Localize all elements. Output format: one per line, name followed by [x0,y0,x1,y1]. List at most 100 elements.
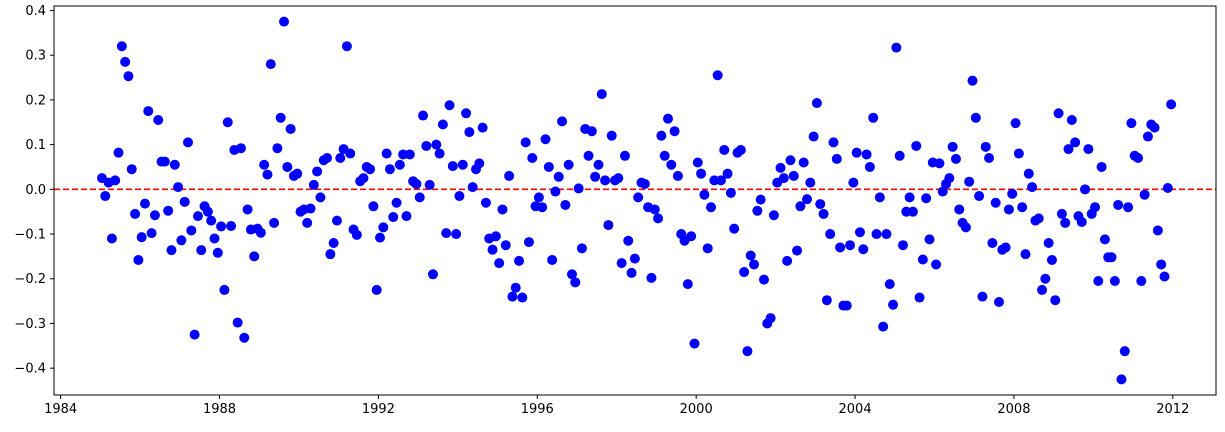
data-point [1023,168,1034,179]
data-point [384,164,395,175]
x-tick-label: 1996 [521,402,554,417]
data-point [616,258,627,269]
data-point [749,259,760,270]
data-point [500,240,511,251]
data-point [272,143,283,154]
data-point [967,75,978,86]
data-point [606,130,617,141]
data-point [149,210,160,221]
data-point [785,155,796,166]
data-point [126,164,137,175]
data-point [593,159,604,170]
data-points [96,16,1177,385]
data-point [533,192,544,203]
data-point [1116,374,1127,385]
data-point [653,213,664,224]
data-point [1142,131,1153,142]
data-point [845,240,856,251]
y-tick-label: 0.2 [25,93,46,108]
data-point [1080,184,1091,195]
data-point [1046,254,1057,265]
data-point [798,157,809,168]
data-point [490,231,501,242]
data-point [881,229,892,240]
data-point [891,42,902,53]
data-point [378,222,389,233]
data-point [550,186,561,197]
data-point [305,203,316,214]
data-point [835,242,846,253]
data-point [1017,202,1028,213]
data-point [742,346,753,357]
data-point [1113,199,1124,210]
data-point [696,168,707,179]
data-point [183,137,194,148]
data-point [166,245,177,256]
data-point [1096,161,1107,172]
data-point [715,175,726,186]
data-point [510,282,521,293]
data-point [613,173,624,184]
data-point [805,177,816,188]
data-point [878,321,889,332]
data-point [600,175,611,186]
data-point [904,192,915,203]
data-point [302,217,313,228]
data-point [666,159,677,170]
data-point [1043,237,1054,248]
data-point [507,291,518,302]
data-point [1166,99,1177,110]
x-tick-label: 1988 [203,402,236,417]
data-point [527,153,538,164]
data-point [917,254,928,265]
data-point [537,202,548,213]
data-point [444,100,455,111]
data-point [1159,271,1170,282]
data-point [328,237,339,248]
data-point [202,206,213,217]
y-tick-label: −0.2 [14,272,46,287]
data-point [421,140,432,151]
data-point [702,243,713,254]
data-point [960,222,971,233]
data-point [136,232,147,243]
data-point [1162,182,1173,193]
data-point [139,198,150,209]
data-point [437,119,448,130]
data-point [341,41,352,52]
data-point [275,112,286,123]
data-point [269,217,280,228]
data-point [808,131,819,142]
data-point [692,157,703,168]
y-tick-label: 0.0 [25,183,46,198]
data-point [219,284,230,295]
data-point [792,245,803,256]
data-point [1119,346,1130,357]
data-point [825,229,836,240]
data-point [1126,118,1137,129]
data-point [1149,122,1160,133]
data-point [848,177,859,188]
data-point [189,329,200,340]
data-point [1089,202,1100,213]
data-point [1053,108,1064,119]
data-point [802,194,813,205]
data-point [924,234,935,245]
data-point [871,229,882,240]
data-point [990,197,1001,208]
data-point [239,332,250,343]
data-point [418,110,429,121]
data-point [1003,204,1014,215]
x-axis: 1984 1988 1992 1996 2000 2004 2008 2012 [44,395,1189,417]
data-point [1060,217,1071,228]
data-point [778,173,789,184]
data-point [1099,234,1110,245]
data-point [232,317,243,328]
data-point [970,112,981,123]
data-point [196,245,207,256]
data-point [596,89,607,100]
data-point [176,235,187,246]
data-point [1056,208,1067,219]
